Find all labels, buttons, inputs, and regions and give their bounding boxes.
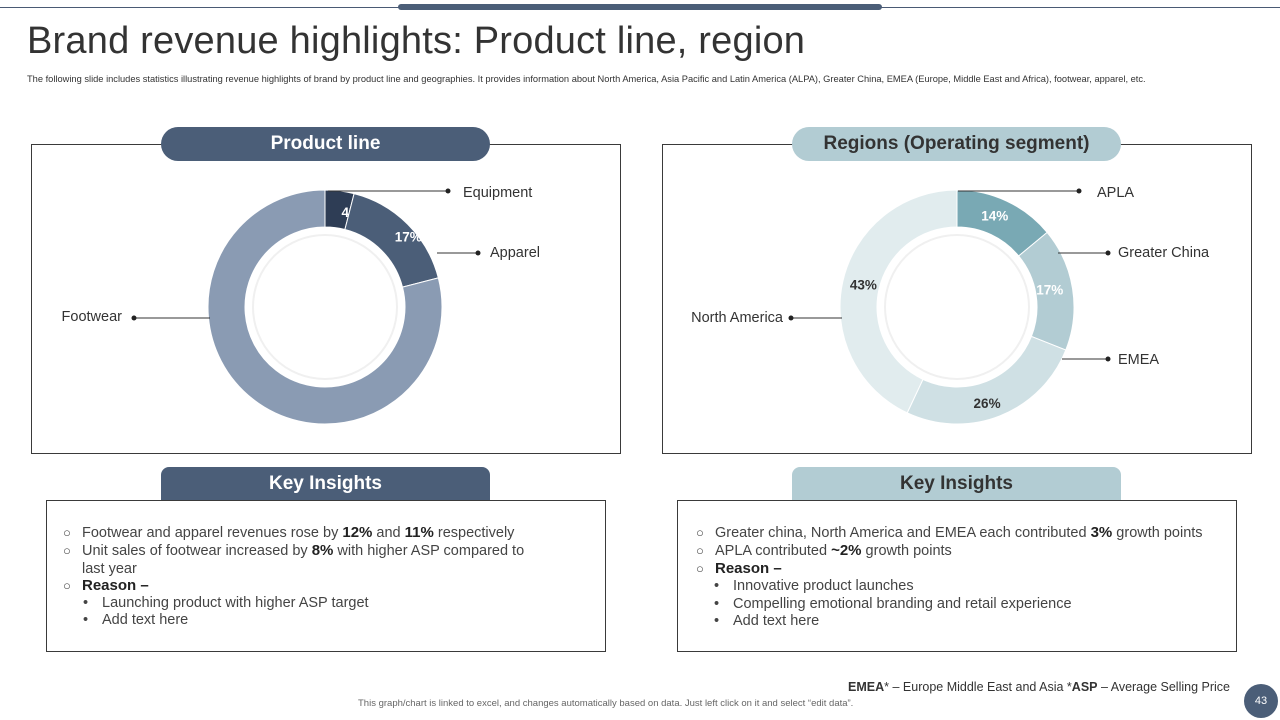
dot-bullet-icon: • bbox=[714, 578, 720, 594]
leader-dot-apla bbox=[1076, 188, 1082, 194]
leader-dot-equipment bbox=[445, 188, 451, 194]
value-label-apla: 14% bbox=[981, 208, 1008, 223]
donut-inner-ring bbox=[884, 234, 1030, 380]
value-label-emea: 26% bbox=[974, 396, 1001, 411]
slide-title: Brand revenue highlights: Product line, … bbox=[27, 20, 806, 62]
sub-list-item: • Add text here bbox=[83, 612, 189, 628]
dot-bullet-icon: • bbox=[83, 612, 89, 628]
sub-list-item: • Compelling emotional branding and reta… bbox=[714, 596, 1072, 612]
list-item: ○ Unit sales of footwear increased by 8%… bbox=[63, 542, 525, 577]
regions-key-insights-header: Key Insights bbox=[792, 467, 1121, 501]
slice-apparel bbox=[344, 193, 439, 288]
leader-dot-north-america bbox=[788, 315, 794, 321]
circle-bullet-icon: ○ bbox=[696, 543, 704, 558]
list-item: ○ Reason – bbox=[63, 577, 149, 594]
page-number-badge: 43 bbox=[1244, 684, 1278, 718]
value-label-greater-china: 17% bbox=[1036, 283, 1063, 298]
list-item: ○ Reason – bbox=[696, 560, 782, 577]
donut-inner-ring bbox=[252, 234, 398, 380]
circle-bullet-icon: ○ bbox=[63, 543, 71, 558]
product-key-insights-header: Key Insights bbox=[161, 467, 490, 501]
sub-list-item: • Add text here bbox=[714, 613, 820, 629]
leader-dot-footwear bbox=[131, 315, 137, 321]
sub-list-item: • Launching product with higher ASP targ… bbox=[83, 595, 369, 611]
dot-bullet-icon: • bbox=[714, 613, 720, 629]
value-label-apparel: 17% bbox=[395, 230, 422, 245]
list-item: ○ Footwear and apparel revenues rose by … bbox=[63, 524, 515, 541]
circle-bullet-icon: ○ bbox=[696, 561, 704, 576]
circle-bullet-icon: ○ bbox=[63, 578, 71, 593]
legend-label-north-america: North America bbox=[691, 310, 784, 326]
circle-bullet-icon: ○ bbox=[696, 525, 704, 540]
list-item: ○ Greater china, North America and EMEA … bbox=[696, 524, 1203, 541]
legend-label-apla: APLA bbox=[1097, 185, 1134, 201]
regions-header: Regions (Operating segment) bbox=[792, 127, 1121, 161]
value-label-north-america: 43% bbox=[850, 278, 877, 293]
top-accent-bar bbox=[398, 4, 882, 10]
slice-north-america bbox=[839, 189, 958, 414]
regions-donut-chart: 14% APLA 17% Greater China 26% EMEA 43% North A… bbox=[691, 185, 1210, 425]
value-label-footwear: 79% bbox=[191, 368, 218, 383]
product-key-insights-box: ○ Footwear and apparel revenues rose by … bbox=[46, 500, 606, 652]
legend-label-apparel: Apparel bbox=[490, 245, 540, 261]
leader-dot-apparel bbox=[475, 250, 481, 256]
legend-label-equipment: Equipment bbox=[463, 185, 532, 201]
leader-dot-emea bbox=[1105, 356, 1111, 362]
abbreviation-footnote: EMEA* – Europe Middle East and Asia *ASP… bbox=[848, 680, 1230, 694]
legend-label-greater-china: Greater China bbox=[1118, 245, 1210, 261]
sub-list-item: • Innovative product launches bbox=[714, 578, 914, 594]
leader-dot-greater-china bbox=[1105, 250, 1111, 256]
legend-label-emea: EMEA bbox=[1118, 352, 1159, 368]
slide-subtitle: The following slide includes statistics … bbox=[27, 74, 1146, 84]
product-line-header: Product line bbox=[161, 127, 490, 161]
slice-footwear bbox=[207, 189, 443, 425]
dot-bullet-icon: • bbox=[714, 596, 720, 612]
regions-key-insights-box: ○ Greater china, North America and EMEA … bbox=[677, 500, 1237, 652]
list-item: ○ APLA contributed ~2% growth points bbox=[696, 542, 952, 559]
chart-link-note: This graph/chart is linked to excel, and… bbox=[358, 698, 854, 709]
dot-bullet-icon: • bbox=[83, 595, 89, 611]
legend-label-footwear: Footwear bbox=[62, 309, 123, 325]
circle-bullet-icon: ○ bbox=[63, 525, 71, 540]
